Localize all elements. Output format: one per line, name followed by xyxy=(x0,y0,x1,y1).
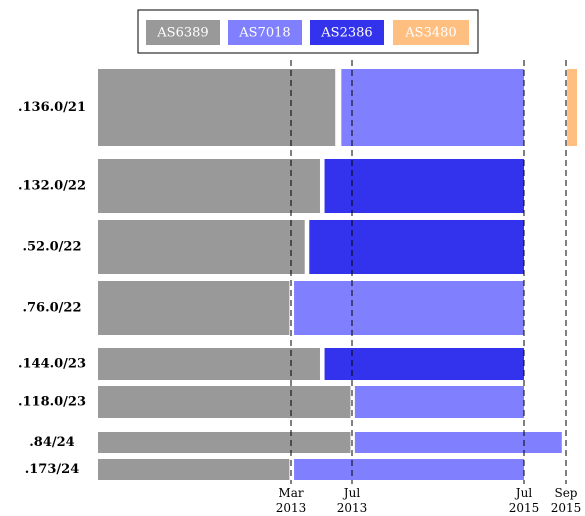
x-tick-label: Jul 2013 xyxy=(336,486,368,515)
segment xyxy=(354,432,562,453)
row-label: .52.0/22 xyxy=(22,240,81,255)
x-tick-label: Mar 2013 xyxy=(275,486,307,515)
row-label: .132.0/22 xyxy=(18,179,86,194)
segment xyxy=(98,220,305,274)
segment xyxy=(567,69,577,146)
segment xyxy=(354,386,524,418)
legend-swatch xyxy=(393,20,469,45)
segment xyxy=(324,159,524,213)
legend-label: AS2386 xyxy=(320,26,372,41)
row-label: .84/24 xyxy=(29,435,74,450)
segment xyxy=(98,69,336,146)
segment xyxy=(324,348,524,380)
segment xyxy=(98,348,320,380)
legend-label: AS7018 xyxy=(238,26,290,41)
row-label: .118.0/23 xyxy=(18,395,86,410)
segment xyxy=(294,459,524,480)
row-label: .173/24 xyxy=(25,462,80,477)
x-tick-label: Sep 2015 xyxy=(550,486,582,515)
legend-swatch xyxy=(310,20,384,45)
segment xyxy=(294,281,524,335)
row-label: .136.0/21 xyxy=(18,100,86,115)
segment xyxy=(98,281,290,335)
legend-label: AS3480 xyxy=(404,26,456,41)
legend-swatch xyxy=(146,20,220,45)
segment xyxy=(98,432,351,453)
legend-swatch xyxy=(228,20,302,45)
row-label: .76.0/22 xyxy=(22,301,81,316)
segment xyxy=(309,220,524,274)
row-label: .144.0/23 xyxy=(18,357,86,372)
segment xyxy=(98,459,290,480)
x-tick-label: Jul 2015 xyxy=(508,486,540,515)
segment xyxy=(341,69,524,146)
segment xyxy=(98,386,351,418)
segment xyxy=(98,159,320,213)
legend-label: AS6389 xyxy=(156,26,208,41)
